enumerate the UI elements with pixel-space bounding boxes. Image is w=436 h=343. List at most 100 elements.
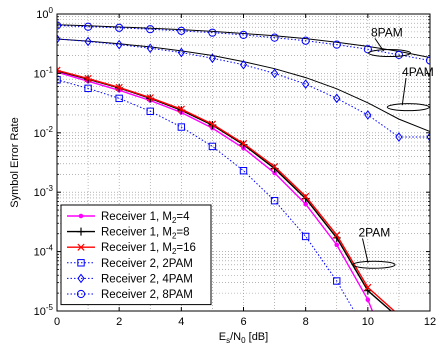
annotation-arrow <box>374 38 385 52</box>
legend-marker <box>76 289 86 299</box>
annotation-ellipse <box>386 103 430 112</box>
data-point <box>115 39 123 50</box>
data-point <box>57 76 61 84</box>
legend-item: Receiver 2, 4PAM <box>67 273 193 285</box>
data-point <box>84 36 92 47</box>
data-point <box>208 142 217 151</box>
y-tick-label: 10-4 <box>34 244 54 259</box>
data-point <box>208 120 217 128</box>
annotation-2: 2PAM <box>352 225 396 269</box>
reference-curves <box>57 24 430 133</box>
data-point <box>83 22 93 31</box>
x-tick-label: 12 <box>424 316 436 328</box>
x-b <box>146 94 154 102</box>
data-point <box>115 94 123 103</box>
data-point <box>146 94 154 102</box>
y-axis-label: Symbol Error Rate <box>9 117 21 207</box>
annotation-0: 8PAM <box>368 25 412 58</box>
annotation-label: 2PAM <box>359 225 391 239</box>
legend-label: Receiver 2, 8PAM <box>101 289 193 301</box>
y-tick-label: 10-5 <box>34 303 54 318</box>
annotations: 8PAM 4PAM 2PAM <box>352 25 434 269</box>
data-point <box>302 79 310 89</box>
x-b <box>77 243 85 251</box>
grid <box>56 14 431 311</box>
legend-item: Receiver 1, M2=8 <box>67 227 190 241</box>
legend-label: Receiver 1, M2=8 <box>101 227 190 241</box>
data-point <box>270 68 279 79</box>
x-b <box>239 139 248 148</box>
x-tick-label: 0 <box>54 316 60 328</box>
x-tick-label: 6 <box>240 316 246 328</box>
data-point <box>303 201 308 207</box>
data-point <box>208 53 217 64</box>
data-point <box>333 277 341 285</box>
legend-box <box>60 204 212 306</box>
x-axis-label: Es/N0 [dB] <box>219 331 268 343</box>
x-b <box>364 283 372 291</box>
x-a <box>57 69 61 74</box>
x-b <box>115 83 123 92</box>
x-b <box>270 162 279 171</box>
data-point <box>115 23 124 32</box>
y-tick-label: 10-1 <box>34 65 54 80</box>
x-b <box>177 105 185 113</box>
data-point <box>364 110 372 120</box>
data-point <box>270 162 279 171</box>
x-b <box>333 231 341 239</box>
data-point <box>364 283 372 291</box>
data-point <box>363 45 372 54</box>
data-point <box>239 167 248 175</box>
legend-marker <box>77 227 85 236</box>
legend-item: Receiver 1, M2=4 <box>67 211 190 225</box>
data-point <box>332 40 341 49</box>
data-point <box>177 105 185 113</box>
ticks: 0 2 4 6 8 10 12 10-5 10-4 10-3 10-2 10-1 100 <box>34 6 436 328</box>
series-line <box>57 38 430 138</box>
legend-item: Receiver 1, M2=16 <box>67 242 196 256</box>
data-point <box>239 30 248 39</box>
legend-label: Receiver 1, M2=16 <box>101 242 196 256</box>
x-tick-label: 10 <box>362 316 374 328</box>
data-point <box>57 66 61 74</box>
data-point <box>177 47 185 58</box>
y-tick-label: 10-2 <box>34 125 54 140</box>
data-point <box>301 232 310 241</box>
series-3 <box>57 76 355 311</box>
x-b <box>208 120 217 128</box>
x-tick-label: 4 <box>178 316 184 328</box>
legend-marker <box>77 273 85 284</box>
data-point <box>301 36 310 45</box>
data-point <box>115 83 123 92</box>
annotation-ellipse <box>368 49 412 58</box>
data-point <box>208 28 217 37</box>
data-point <box>333 231 341 239</box>
data-point <box>270 196 279 205</box>
data-point <box>177 123 186 131</box>
data-point <box>395 132 403 142</box>
x-b <box>57 66 61 72</box>
legend-label: Receiver 1, M2=4 <box>101 211 190 225</box>
legend-label: Receiver 2, 4PAM <box>101 273 193 285</box>
x-b <box>84 74 92 83</box>
data-point <box>239 59 248 70</box>
data-point <box>84 74 92 83</box>
data-point <box>146 25 155 34</box>
data-point <box>84 84 92 93</box>
data-point <box>270 33 279 42</box>
data-point <box>239 139 248 148</box>
legend-marker <box>77 243 85 251</box>
data-point <box>365 297 371 302</box>
legend-item: Receiver 2, 8PAM <box>67 289 193 301</box>
series-line <box>57 25 430 61</box>
x-b <box>302 192 310 201</box>
series-line <box>57 69 395 311</box>
reference-curve <box>57 38 430 133</box>
annotation-label: 4PAM <box>402 65 434 79</box>
legend-marker <box>78 213 84 219</box>
y-tick-label: 100 <box>36 6 53 21</box>
series-2 <box>57 66 395 311</box>
annotation-ellipse <box>352 260 396 269</box>
